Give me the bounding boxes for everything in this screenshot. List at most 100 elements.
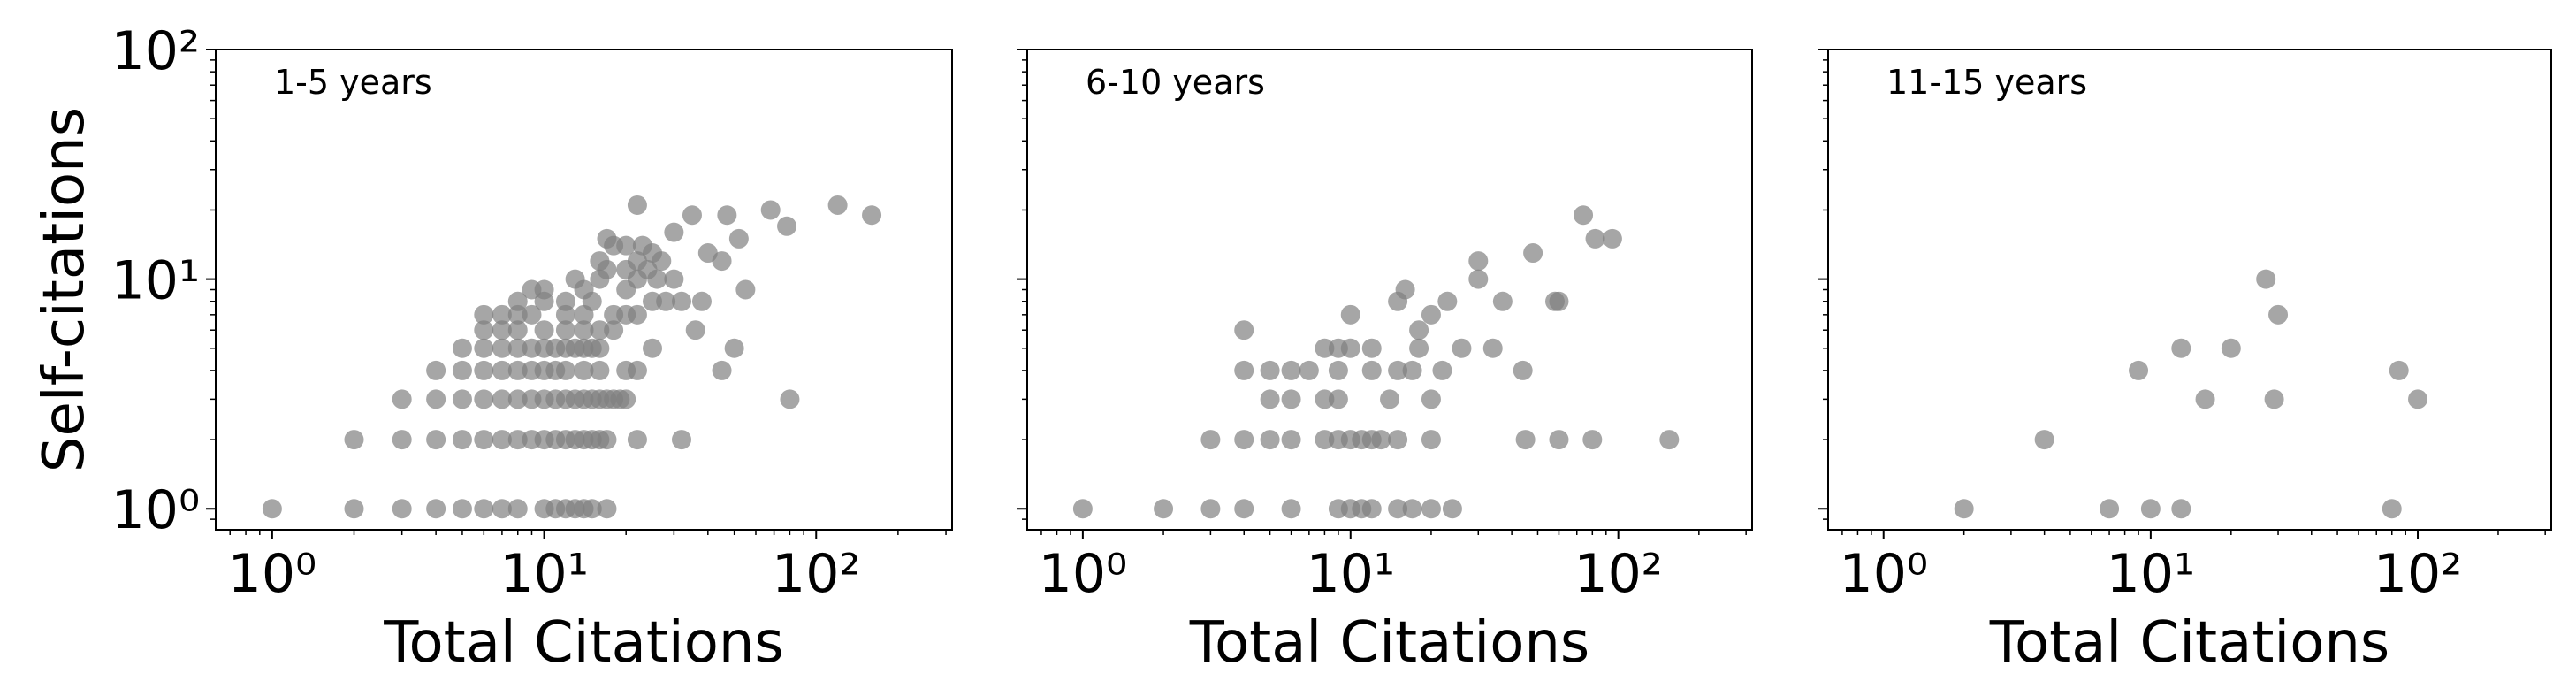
point (627, 195, 647, 215)
point (1260, 430, 1280, 450)
point (492, 389, 512, 409)
point (1421, 389, 1441, 409)
point (2268, 304, 2289, 325)
point (426, 360, 446, 380)
x-axis-label: Total Citations (1189, 610, 1590, 676)
x-tick-label: 10⁰ (1840, 543, 1928, 605)
point (1234, 499, 1254, 519)
point (1421, 430, 1441, 450)
x-tick-label: 10¹ (499, 543, 588, 605)
point (522, 304, 542, 325)
point (1315, 338, 1335, 358)
point (664, 222, 684, 242)
x-tick-label: 10¹ (1307, 543, 1395, 605)
point (492, 320, 512, 340)
point (728, 228, 749, 249)
panel-annotation: 6-10 years (1086, 63, 1265, 102)
panel-annotation: 11-15 years (1886, 63, 2087, 102)
point (474, 389, 494, 409)
point (474, 360, 494, 380)
point (671, 291, 691, 311)
point (452, 389, 472, 409)
point (507, 304, 528, 325)
point (492, 304, 512, 325)
point (474, 338, 494, 358)
y-tick-label: 10¹ (111, 250, 200, 312)
point (1409, 320, 1429, 340)
point (1421, 304, 1441, 325)
point (2129, 360, 2149, 380)
point (1281, 389, 1301, 409)
point (1072, 499, 1093, 519)
point (1515, 430, 1536, 450)
x-axis-label: Total Citations (383, 610, 784, 676)
point (691, 291, 712, 311)
point (1260, 360, 1280, 380)
point (344, 430, 364, 450)
point (1574, 205, 1594, 226)
point (1388, 499, 1408, 519)
point (534, 320, 554, 340)
point (452, 430, 472, 450)
point (1492, 291, 1513, 311)
point (632, 235, 652, 256)
x-axis-label: Total Citations (1989, 610, 2390, 676)
x-tick-label: 10² (772, 543, 860, 605)
y-tick-label: 10² (111, 20, 200, 82)
point (697, 243, 718, 264)
point (1388, 430, 1408, 450)
point (590, 251, 610, 272)
point (492, 360, 512, 380)
point (392, 430, 412, 450)
point (1281, 360, 1301, 380)
point (2171, 338, 2191, 358)
point (777, 216, 797, 236)
point (1402, 360, 1422, 380)
point (1328, 360, 1348, 380)
point (492, 499, 512, 519)
point (1380, 389, 1400, 409)
point (262, 499, 282, 519)
point (492, 338, 512, 358)
point (507, 360, 528, 380)
point (574, 320, 594, 340)
point (597, 430, 617, 450)
point (1432, 360, 1452, 380)
point (1200, 499, 1221, 519)
point (664, 269, 684, 289)
point (344, 499, 364, 519)
y-axis-label: Self-citations (32, 107, 97, 472)
x-tick-label: 10² (1574, 543, 1662, 605)
point (616, 389, 636, 409)
point (717, 205, 737, 226)
point (1468, 269, 1489, 289)
point (627, 360, 647, 380)
point (1340, 338, 1360, 358)
point (827, 195, 848, 215)
point (582, 499, 602, 519)
point (1482, 338, 1503, 358)
point (1954, 499, 1974, 519)
point (507, 389, 528, 409)
point (492, 430, 512, 450)
point (1549, 430, 1569, 450)
point (2100, 499, 2120, 519)
x-tick-label: 10¹ (2107, 543, 2195, 605)
point (392, 389, 412, 409)
x-tick-label: 10⁰ (1039, 543, 1127, 605)
point (1234, 320, 1254, 340)
point (555, 320, 575, 340)
point (507, 320, 528, 340)
point (1361, 338, 1382, 358)
point (452, 360, 472, 380)
x-tick-label: 10² (2374, 543, 2462, 605)
panel-annotation: 1-5 years (274, 63, 432, 102)
point (643, 338, 663, 358)
point (555, 304, 575, 325)
point (1437, 291, 1458, 311)
point (627, 251, 647, 272)
point (452, 338, 472, 358)
point (671, 430, 691, 450)
plot-frame (1026, 49, 1753, 531)
